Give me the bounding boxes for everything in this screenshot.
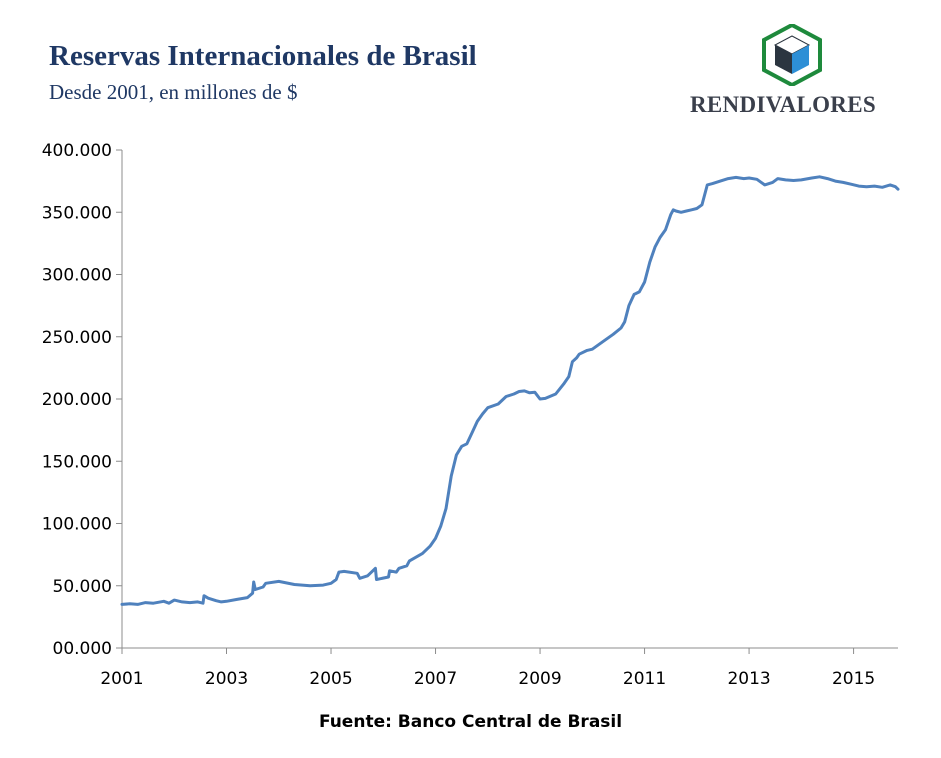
x-tick-label: 2003 [205, 669, 248, 689]
x-tick-label: 2009 [518, 669, 561, 689]
y-tick-label: 400.000 [42, 141, 112, 161]
y-tick-label: 350.000 [42, 203, 112, 223]
x-tick-label: 2007 [414, 669, 457, 689]
source-note: Fuente: Banco Central de Brasil [318, 712, 623, 732]
brand-name: RENDIVALORES [690, 92, 876, 117]
x-tick-label: 2005 [309, 669, 352, 689]
x-tick-label: 2013 [727, 669, 770, 689]
logo-cube-left [775, 45, 792, 74]
chart-title: Reservas Internacionales de Brasil [49, 40, 477, 72]
y-tick-label: 250.000 [42, 328, 112, 348]
y-tick-label: 00.000 [53, 639, 112, 659]
chart-subtitle: Desde 2001, en millones de $ [49, 80, 298, 104]
x-tick-labels: 2001 2003 2005 2007 2009 2011 2013 2015 [100, 669, 875, 689]
x-tick-label: 2001 [100, 669, 143, 689]
y-tick-label: 50.000 [53, 577, 112, 597]
y-tick-label: 300.000 [42, 266, 112, 286]
chart-axes [116, 149, 898, 654]
cube-logo-icon [762, 24, 822, 86]
logo-cube-right [792, 45, 809, 74]
series-line-reserves [120, 175, 900, 606]
x-tick-label: 2015 [832, 669, 875, 689]
y-tick-label: 200.000 [42, 390, 112, 410]
y-tick-label: 100.000 [42, 515, 112, 535]
line-chart: 00.000 50.000 100.000 150.000 200.000 250.000… [42, 141, 900, 689]
y-tick-labels: 00.000 50.000 100.000 150.000 200.000 250.000… [42, 141, 112, 659]
y-tick-label: 150.000 [42, 452, 112, 472]
x-tick-label: 2011 [623, 669, 666, 689]
